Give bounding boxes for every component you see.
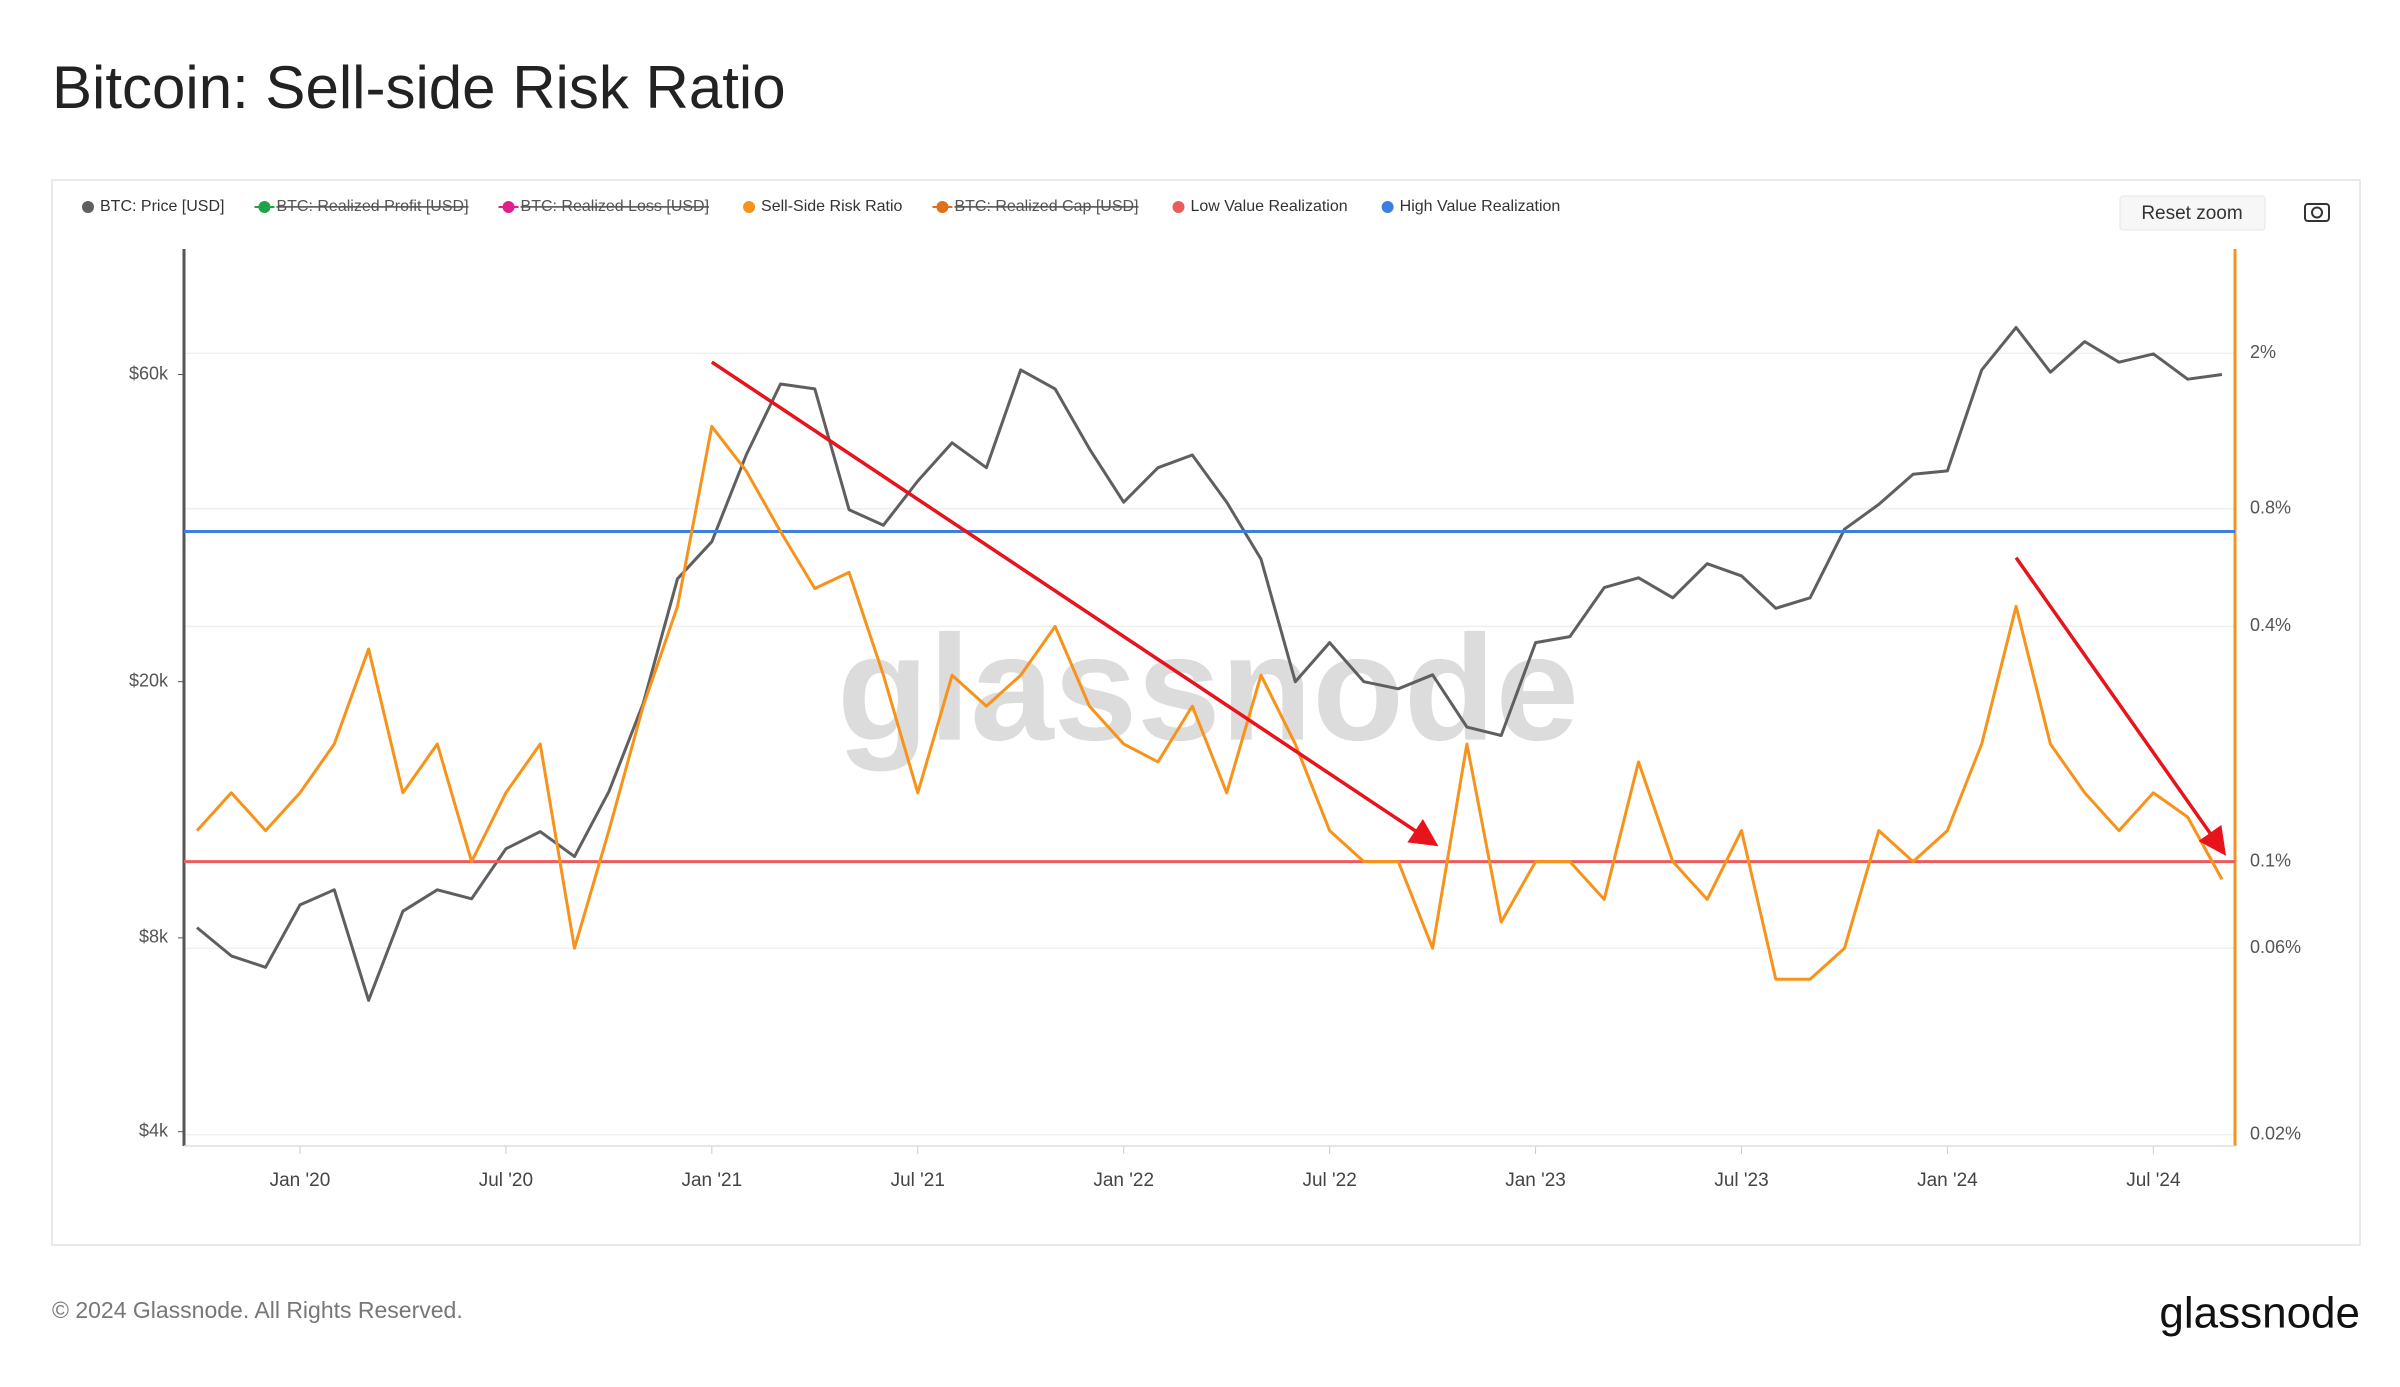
arrow (2014, 556, 2227, 856)
x-tick-label: Jan '23 (1505, 1170, 1566, 1191)
series-line (196, 326, 2223, 1002)
x-tick-label: Jul '21 (891, 1170, 945, 1191)
legend-label: BTC: Realized Profit [USD] (276, 198, 468, 215)
legend-item[interactable]: BTC: Realized Profit [USD] (254, 198, 469, 215)
logo: glassnode (2159, 1289, 2360, 1338)
y2-tick-label: 0.02% (2250, 1123, 2301, 1143)
x-tick-label: Jul '24 (2126, 1170, 2181, 1191)
reset-zoom-label[interactable]: Reset zoom (2141, 203, 2242, 224)
legend-marker (82, 201, 94, 213)
chart-frame (51, 179, 2361, 1246)
legend-marker (743, 201, 756, 213)
legend-label: High Value Realization (1400, 198, 1561, 215)
legend-item[interactable]: BTC: Realized Loss [USD] (498, 198, 710, 215)
legend-marker (1172, 201, 1185, 213)
x-tick-label: Jul '22 (1302, 1170, 1356, 1191)
y2-tick-label: 2% (2250, 342, 2276, 362)
copyright: © 2024 Glassnode. All Rights Reserved. (52, 1297, 463, 1323)
y-tick-label: $4k (139, 1120, 169, 1140)
x-tick-label: Jan '22 (1093, 1170, 1154, 1191)
y2-tick-label: 0.06% (2250, 937, 2301, 957)
reset-zoom-bg[interactable] (2119, 195, 2266, 231)
legend-label: BTC: Price [USD] (100, 198, 224, 215)
series-line (195, 424, 2224, 981)
legend-item[interactable]: BTC: Realized Cap [USD] (932, 198, 1139, 215)
legend-item[interactable]: High Value Realization (1381, 198, 1561, 215)
camera-body[interactable] (2304, 203, 2330, 222)
y-tick-label: $20k (129, 670, 169, 690)
x-tick-label: Jul '20 (479, 1170, 533, 1191)
x-tick-label: Jul '23 (1714, 1170, 1768, 1191)
legend-item[interactable]: Sell-Side Risk Ratio (743, 198, 903, 215)
legend-label: BTC: Realized Cap [USD] (954, 198, 1138, 215)
y2-tick-label: 0.4% (2250, 615, 2291, 635)
y2-tick-label: 0.1% (2250, 850, 2291, 870)
x-tick-label: Jan '20 (270, 1170, 331, 1191)
arrow (710, 360, 1439, 847)
x-tick-label: Jan '24 (1917, 1170, 1978, 1191)
reset-zoom-button[interactable]: Reset zoom (2119, 195, 2266, 231)
y2-tick-label: 0.8% (2250, 498, 2291, 518)
legend-item[interactable]: Low Value Realization (1172, 198, 1348, 215)
x-tick-label: Jan '21 (681, 1170, 742, 1191)
y-tick-label: $60k (129, 363, 169, 383)
y-tick-label: $8k (139, 927, 169, 947)
legend-marker (1381, 201, 1394, 213)
legend-item[interactable]: BTC: Price [USD] (82, 198, 224, 215)
chart-title: Bitcoin: Sell-side Risk Ratio (52, 54, 786, 121)
legend-label: BTC: Realized Loss [USD] (521, 198, 710, 215)
legend-label: Low Value Realization (1191, 198, 1348, 215)
legend-label: Sell-Side Risk Ratio (761, 198, 902, 215)
camera-icon[interactable] (2304, 203, 2330, 222)
camera-lens[interactable] (2311, 206, 2323, 219)
